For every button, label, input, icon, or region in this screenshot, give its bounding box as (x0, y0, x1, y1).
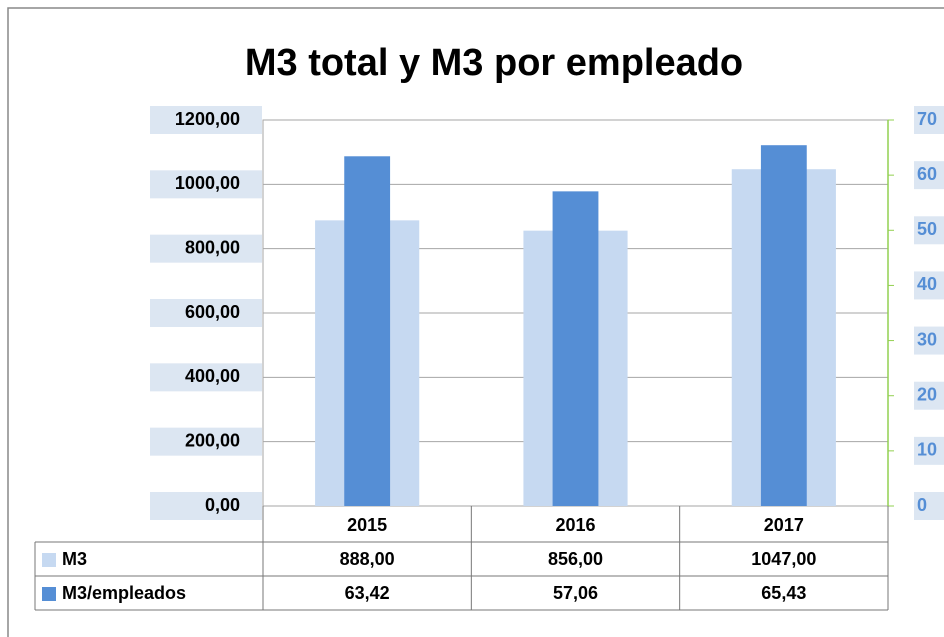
y2-tick-label: 40 (917, 274, 937, 294)
legend-label: M3 (62, 549, 87, 569)
data-label: 888,00 (340, 549, 395, 569)
data-label: 1047,00 (751, 549, 816, 569)
x-tick-label: 2015 (347, 515, 387, 535)
y-tick-label-bg (150, 299, 262, 327)
y-tick-label-bg (150, 427, 262, 456)
y-tick-label-bg (150, 106, 262, 134)
bar (344, 156, 391, 506)
y2-tick-label-bg (914, 161, 944, 190)
y2-tick-label-bg (914, 492, 944, 520)
y2-tick-label-bg (914, 436, 944, 465)
y-tick-label: 400,00 (185, 366, 240, 386)
legend-key (42, 553, 56, 567)
y2-tick-label: 70 (917, 109, 937, 129)
y-tick-label-bg (150, 363, 262, 392)
y2-tick-label: 0 (917, 495, 927, 515)
y2-tick-label-bg (914, 216, 944, 245)
x-tick-label: 2017 (764, 515, 804, 535)
data-label: 856,00 (548, 549, 603, 569)
data-label: 63,42 (345, 583, 390, 603)
y2-tick-label: 20 (917, 384, 937, 404)
bar (552, 191, 599, 506)
y-tick-label-bg (150, 234, 262, 263)
bar (760, 145, 807, 506)
chart-title: M3 total y M3 por empleado (245, 42, 743, 84)
y2-tick-label: 10 (917, 440, 937, 460)
y-tick-label: 1200,00 (175, 109, 240, 129)
data-label: 65,43 (761, 583, 806, 603)
y2-tick-label-bg (914, 326, 944, 355)
y-tick-label-bg (150, 492, 262, 520)
y2-tick-label-bg (914, 381, 944, 410)
y-tick-label: 1000,00 (175, 173, 240, 193)
legend-key (42, 587, 56, 601)
x-tick-label: 2016 (555, 515, 595, 535)
y-tick-label: 600,00 (185, 302, 240, 322)
y-tick-label: 0,00 (205, 495, 240, 515)
y-tick-label: 800,00 (185, 237, 240, 257)
legend-label: M3/empleados (62, 583, 186, 603)
y2-tick-label: 50 (917, 219, 937, 239)
y-tick-label-bg (150, 170, 262, 199)
data-label: 57,06 (553, 583, 598, 603)
y2-tick-label: 60 (917, 164, 937, 184)
y2-tick-label-bg (914, 106, 944, 134)
y2-tick-label: 30 (917, 329, 937, 349)
y2-tick-label-bg (914, 271, 944, 300)
y-tick-label: 200,00 (185, 430, 240, 450)
